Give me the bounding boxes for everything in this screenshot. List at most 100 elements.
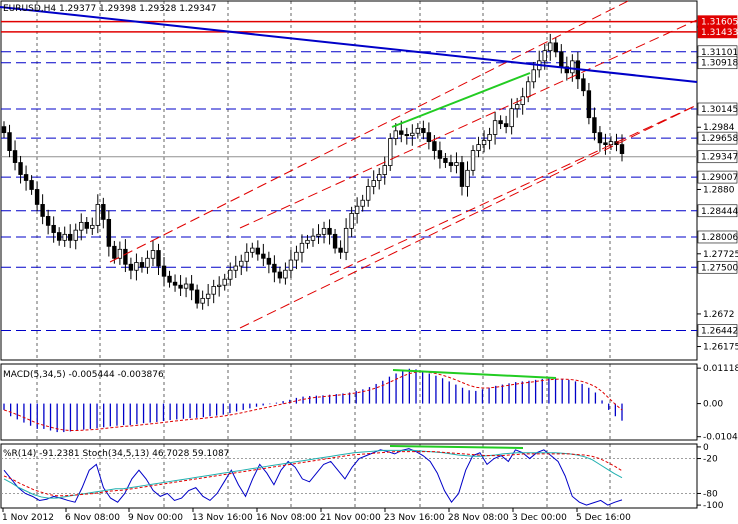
candle-body: [189, 283, 194, 291]
candle-body: [481, 140, 487, 146]
candle-body: [564, 66, 570, 74]
price-level-label: 1.30918: [701, 59, 738, 69]
candle-body: [354, 205, 360, 214]
candle-body: [343, 227, 349, 253]
candle-body: [553, 42, 558, 53]
candle-body: [465, 169, 470, 187]
candle-body: [393, 130, 398, 140]
y-tick-label: 1.2880: [703, 185, 735, 195]
candle-body: [172, 281, 178, 286]
candle-body: [12, 150, 18, 163]
oscillator-line: [3, 451, 623, 497]
candle-body: [426, 132, 432, 143]
panel-frame: [0, 363, 698, 441]
candle-body: [437, 150, 443, 159]
candle-body: [51, 224, 56, 233]
price-level-box: [697, 170, 738, 184]
price-level-box: [697, 230, 738, 244]
osc-y-tick-label: -20: [703, 455, 718, 465]
candle-body: [498, 120, 503, 125]
x-tick-label: 16 Nov 08:00: [256, 513, 317, 523]
channel-line: [239, 104, 698, 329]
candle-body: [332, 233, 338, 249]
candle-body: [79, 221, 84, 231]
panel-frame: [0, 443, 698, 509]
price-level-box: [697, 25, 738, 39]
macd-divergence-line: [392, 369, 557, 379]
candle-body: [388, 138, 393, 166]
x-tick-label: 1 Nov 2012: [2, 513, 54, 523]
candle-body: [514, 104, 520, 110]
candle-body: [327, 227, 332, 235]
candle-body: [443, 157, 448, 163]
price-level-label: 1.31605: [701, 18, 738, 28]
candle-body: [360, 199, 365, 207]
x-tick-label: 6 Nov 08:00: [65, 513, 120, 523]
price-level-label: 1.29007: [701, 173, 738, 183]
candle-body: [338, 247, 343, 253]
candle-body: [371, 180, 376, 187]
candle-body: [266, 257, 272, 265]
candle-body: [448, 162, 454, 166]
candle-body: [106, 218, 112, 247]
x-tick-label: 9 Nov 00:00: [128, 513, 183, 523]
x-tick-label: 3 Dec 00:00: [512, 513, 567, 523]
candle-body: [29, 180, 34, 190]
candle-body: [542, 50, 547, 62]
candle-body: [112, 245, 117, 259]
candle-body: [228, 269, 233, 280]
candle-body: [45, 215, 51, 226]
candle-body: [150, 250, 156, 259]
candle-body: [377, 174, 382, 181]
candle-body: [233, 265, 238, 271]
candle-body: [222, 278, 227, 286]
channel-line: [239, 19, 698, 229]
oscillator-line: [3, 449, 623, 499]
candle-body: [382, 165, 387, 175]
osc-y-tick-label: -80: [703, 489, 718, 499]
panel-frame: [0, 0, 698, 361]
price-title: EURUSD,H4 1.29377 1.29398 1.29328 1.2934…: [3, 4, 216, 14]
candle-body: [410, 132, 415, 137]
macd-title: MACD(5,34,5) -0.005444 -0.003876: [3, 370, 164, 380]
price-level-box: [697, 324, 738, 337]
candle-body: [211, 286, 216, 295]
x-tick-label: 23 Nov 16:00: [384, 513, 445, 523]
oscillator-divergence-line: [389, 445, 524, 449]
macd-signal-line: [3, 371, 623, 431]
y-tick-label: 1.2672: [703, 310, 735, 320]
candle-body: [559, 51, 564, 68]
candle-body: [531, 69, 536, 83]
candle-body: [619, 144, 625, 154]
candle-body: [145, 257, 150, 268]
oscillator-title: %R(14) -91.2381 Stoch(34,5,13) 46.7028 5…: [3, 449, 229, 459]
candle-body: [454, 162, 459, 166]
candle-body: [421, 128, 426, 134]
price-level-box: [697, 56, 738, 70]
candle-body: [365, 186, 371, 201]
candle-body: [586, 90, 592, 119]
candle-body: [299, 242, 305, 253]
candle-body: [194, 289, 200, 304]
price-level-label: 1.31101: [701, 48, 738, 58]
candle-body: [18, 162, 23, 175]
channel-line: [109, 0, 631, 263]
macd-panel: 0.011188 0.00 -0.01046: [0, 363, 738, 443]
candle-body: [349, 213, 354, 229]
candle-body: [156, 250, 161, 267]
osc-y-tick-label: 0: [703, 443, 709, 453]
candle-body: [84, 221, 89, 229]
candle-body: [415, 128, 421, 134]
candle-body: [459, 162, 465, 187]
candle-body: [261, 253, 266, 259]
candle-body: [570, 60, 575, 74]
candle-body: [277, 271, 283, 279]
candle-body: [520, 96, 525, 105]
oscillator-panel: 0 -20 -80 -100: [0, 443, 724, 511]
candle-body: [294, 251, 299, 261]
candle-body: [548, 42, 553, 52]
candle-body: [178, 284, 183, 289]
candle-body: [255, 247, 261, 255]
candle-body: [68, 233, 73, 241]
